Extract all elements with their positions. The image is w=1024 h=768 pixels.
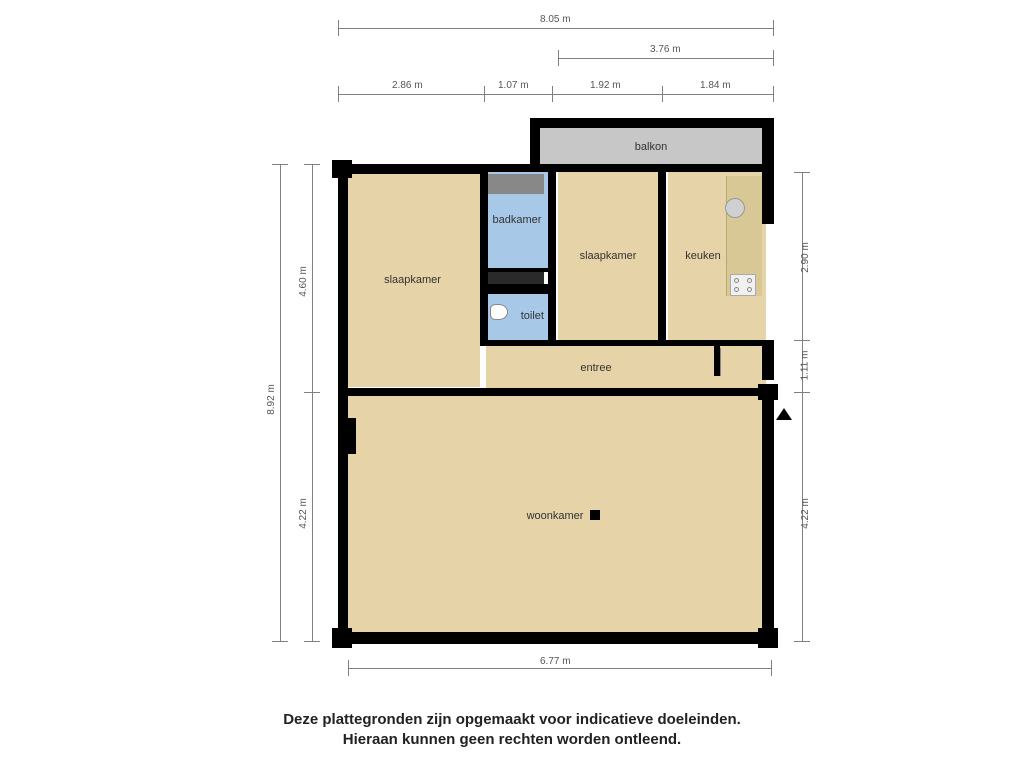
dim-tick: [304, 164, 320, 165]
dim-label: 2.90 m: [800, 242, 811, 273]
wall: [480, 164, 488, 344]
disclaimer-line2: Hieraan kunnen geen rechten worden ontle…: [0, 730, 1024, 750]
wall-cap: [332, 160, 352, 178]
floorplan-canvas: balkon badkamer toilet slaapkamer slaapk…: [0, 0, 1024, 768]
label-slaap1: slaapkamer: [384, 274, 441, 286]
dim-line: [558, 58, 774, 59]
disclaimer-line1: Deze plattegronden zijn opgemaakt voor i…: [0, 710, 1024, 730]
wall: [338, 388, 774, 396]
dim-line: [338, 94, 774, 95]
dim-label: 8.05 m: [540, 14, 571, 25]
dim-label: 1.84 m: [700, 80, 731, 91]
dim-tick: [484, 86, 485, 102]
dim-tick: [662, 86, 663, 102]
wall: [762, 164, 774, 224]
disclaimer-text: Deze plattegronden zijn opgemaakt voor i…: [0, 710, 1024, 751]
room-slaap1: slaapkamer: [345, 172, 480, 387]
dim-line: [312, 164, 313, 642]
label-entree: entree: [580, 362, 611, 374]
wall: [348, 418, 356, 454]
wall: [536, 164, 542, 172]
wall: [530, 118, 774, 128]
wall: [338, 164, 488, 174]
dim-label: 1.07 m: [498, 80, 529, 91]
badkamer-counter-dark: [488, 270, 544, 284]
wall: [548, 168, 556, 344]
label-balkon: balkon: [635, 141, 667, 153]
wall: [762, 340, 774, 380]
wall: [486, 284, 548, 294]
badkamer-counter-top: [488, 174, 544, 194]
wall-cap: [758, 384, 778, 400]
label-toilet: toilet: [521, 310, 544, 322]
hob-fixture: [730, 274, 756, 296]
wall: [338, 164, 348, 642]
label-keuken: keuken: [685, 250, 720, 262]
dim-tick: [794, 392, 810, 393]
label-badkamer: badkamer: [493, 214, 542, 226]
dim-line: [280, 164, 281, 642]
dim-line: [348, 668, 772, 669]
dim-label: 4.22 m: [800, 498, 811, 529]
dim-label: 2.86 m: [392, 80, 423, 91]
entry-arrow-icon: [776, 408, 792, 420]
wall: [480, 340, 774, 346]
dim-tick: [773, 20, 774, 36]
label-slaap2: slaapkamer: [580, 250, 637, 262]
woonkamer-marker: [590, 510, 600, 520]
sink-fixture: [725, 198, 745, 218]
dim-label: 8.92 m: [266, 384, 277, 415]
label-woonkamer: woonkamer: [527, 510, 584, 522]
wall-cap: [332, 628, 352, 648]
wall: [714, 340, 720, 376]
dim-label: 1.11 m: [799, 351, 810, 381]
dim-tick: [773, 86, 774, 102]
dim-tick: [558, 50, 559, 66]
room-woonkamer: woonkamer: [345, 396, 765, 636]
dim-tick: [272, 164, 288, 165]
dim-tick: [794, 340, 810, 341]
dim-tick: [304, 641, 320, 642]
dim-tick: [272, 641, 288, 642]
wall: [762, 390, 774, 644]
dim-label: 6.77 m: [540, 656, 571, 667]
dim-tick: [304, 392, 320, 393]
wall: [338, 632, 772, 644]
dim-tick: [552, 86, 553, 102]
wall: [480, 164, 774, 172]
dim-label: 4.22 m: [298, 498, 309, 529]
toilet-bowl: [490, 304, 508, 320]
dim-label: 3.76 m: [650, 44, 681, 55]
dim-label: 1.92 m: [590, 80, 621, 91]
room-balkon: balkon: [536, 126, 766, 168]
dim-tick: [771, 660, 772, 676]
dim-tick: [338, 86, 339, 102]
dim-tick: [794, 641, 810, 642]
dim-label: 4.60 m: [298, 266, 309, 297]
dim-tick: [338, 20, 339, 36]
entree-detail: [720, 348, 760, 376]
dim-line: [338, 28, 774, 29]
room-slaap2: slaapkamer: [558, 172, 658, 340]
wall-cap: [758, 628, 778, 648]
wall: [486, 268, 548, 272]
dim-tick: [773, 50, 774, 66]
dim-tick: [794, 172, 810, 173]
wall: [658, 168, 666, 344]
dim-tick: [348, 660, 349, 676]
